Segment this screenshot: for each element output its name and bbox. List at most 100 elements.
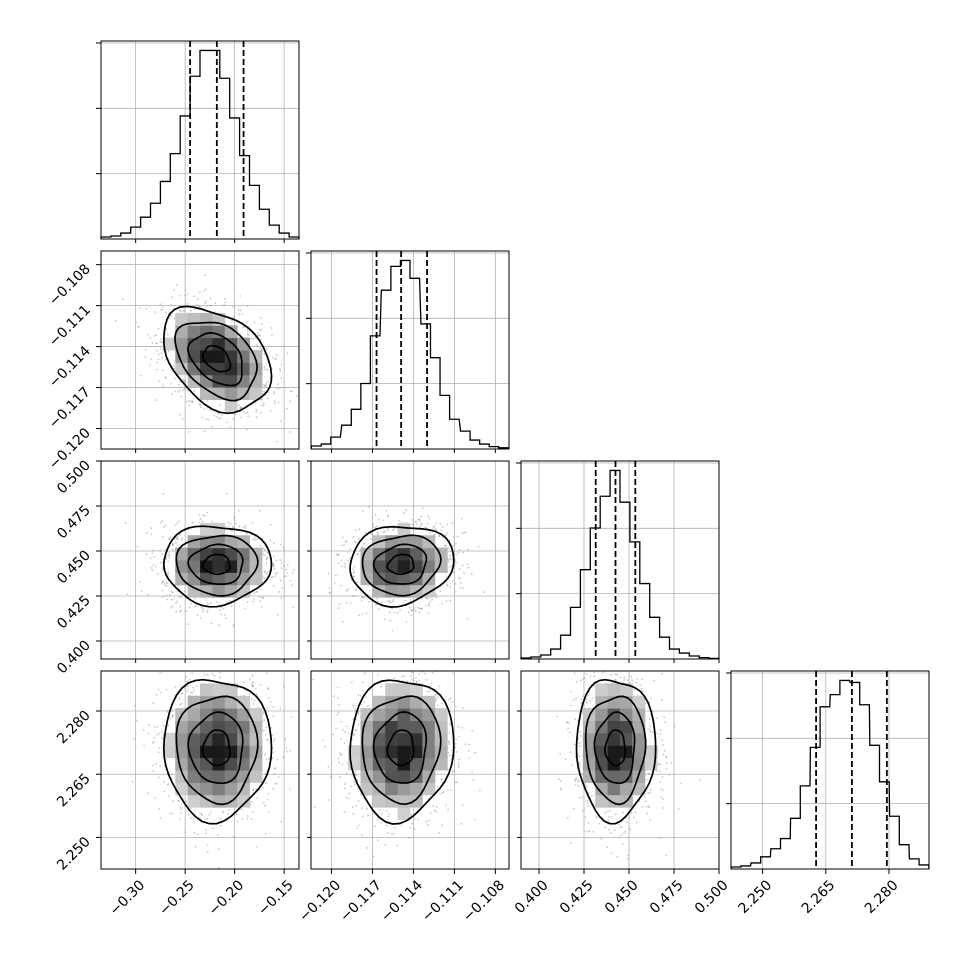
sample-point xyxy=(356,553,358,556)
density-cell xyxy=(410,745,423,759)
sample-point xyxy=(134,704,136,707)
density-cell xyxy=(410,757,423,771)
sample-point xyxy=(153,556,156,558)
sample-point xyxy=(238,313,241,316)
y-tick-label: −0.108 xyxy=(46,261,94,309)
sample-point xyxy=(391,629,394,632)
sample-point xyxy=(206,673,209,676)
sample-point xyxy=(182,309,185,312)
density-cell xyxy=(620,745,633,759)
sample-point xyxy=(146,333,149,336)
sample-point xyxy=(213,674,216,677)
sample-point xyxy=(152,770,155,773)
sample-point xyxy=(159,347,162,350)
density-cell xyxy=(212,757,226,771)
sample-point xyxy=(396,844,398,847)
sample-point xyxy=(458,578,461,580)
sample-point xyxy=(646,812,649,815)
sample-point xyxy=(663,749,666,752)
sample-point xyxy=(354,708,357,711)
y-tick-label: −0.114 xyxy=(46,343,94,391)
sample-point xyxy=(338,761,341,764)
y-tick-label: 0.400 xyxy=(54,638,94,678)
sample-point xyxy=(286,750,289,753)
density-cell xyxy=(200,522,213,536)
sample-point xyxy=(265,782,268,785)
sample-point xyxy=(162,580,165,583)
density-content xyxy=(114,274,298,443)
sample-point xyxy=(157,751,160,754)
sample-point xyxy=(280,562,283,564)
sample-point xyxy=(251,684,254,687)
sample-point xyxy=(423,672,426,675)
sample-point xyxy=(261,552,264,555)
sample-point xyxy=(362,689,364,692)
sample-point xyxy=(264,833,267,835)
contour-line xyxy=(201,344,232,373)
sample-point xyxy=(365,696,367,699)
sample-point xyxy=(357,694,360,696)
sample-point xyxy=(622,620,624,622)
density-cell xyxy=(187,337,201,351)
sample-point xyxy=(162,369,164,372)
sample-point xyxy=(417,818,419,821)
sample-point xyxy=(252,600,255,603)
density-cell xyxy=(175,732,189,746)
sample-point xyxy=(656,717,659,720)
sample-point xyxy=(189,691,192,694)
density-cell xyxy=(224,584,238,598)
sample-point xyxy=(204,274,206,277)
sample-point xyxy=(385,824,388,827)
sample-point xyxy=(177,538,180,541)
sample-point xyxy=(160,521,162,524)
density-cell xyxy=(644,745,658,759)
sample-point xyxy=(157,776,160,779)
sample-point xyxy=(156,573,159,575)
density-cell xyxy=(237,374,250,388)
sample-point xyxy=(367,506,370,509)
sample-point xyxy=(170,590,173,593)
sample-point xyxy=(440,529,443,532)
sample-point xyxy=(270,327,273,329)
sample-point xyxy=(159,340,162,343)
sample-point xyxy=(173,642,175,644)
sample-point xyxy=(578,742,581,744)
sample-point xyxy=(413,607,416,609)
sample-point xyxy=(410,677,413,680)
sample-point xyxy=(206,844,209,846)
sample-point xyxy=(152,741,155,743)
sample-point xyxy=(149,557,152,560)
sample-point xyxy=(305,705,307,707)
sample-point xyxy=(661,776,664,778)
sample-point xyxy=(463,572,465,575)
sample-point xyxy=(662,744,664,747)
sample-point xyxy=(467,566,470,569)
sample-point xyxy=(369,538,372,541)
sample-point xyxy=(263,384,266,387)
sample-point xyxy=(606,846,609,849)
sample-point xyxy=(312,678,315,681)
sample-point xyxy=(661,698,663,701)
sample-point xyxy=(264,804,266,807)
sample-point xyxy=(623,678,626,681)
sample-point xyxy=(277,776,280,779)
sample-point xyxy=(157,358,160,361)
density-cell xyxy=(212,350,226,363)
sample-point xyxy=(353,566,355,568)
sample-point xyxy=(348,792,351,795)
sample-point xyxy=(187,688,189,691)
sample-point xyxy=(312,744,314,746)
sample-point xyxy=(248,692,251,695)
sample-point xyxy=(266,707,269,710)
sample-point xyxy=(381,519,384,522)
sample-point xyxy=(209,297,212,300)
sample-point xyxy=(189,807,192,810)
sample-point xyxy=(198,667,200,669)
sample-point xyxy=(415,523,418,525)
sample-point xyxy=(154,797,157,799)
sample-point xyxy=(272,772,275,775)
sample-point xyxy=(472,778,475,781)
density-cell xyxy=(212,745,226,759)
y-tick-label: 2.265 xyxy=(54,771,94,811)
sample-point xyxy=(163,583,166,586)
